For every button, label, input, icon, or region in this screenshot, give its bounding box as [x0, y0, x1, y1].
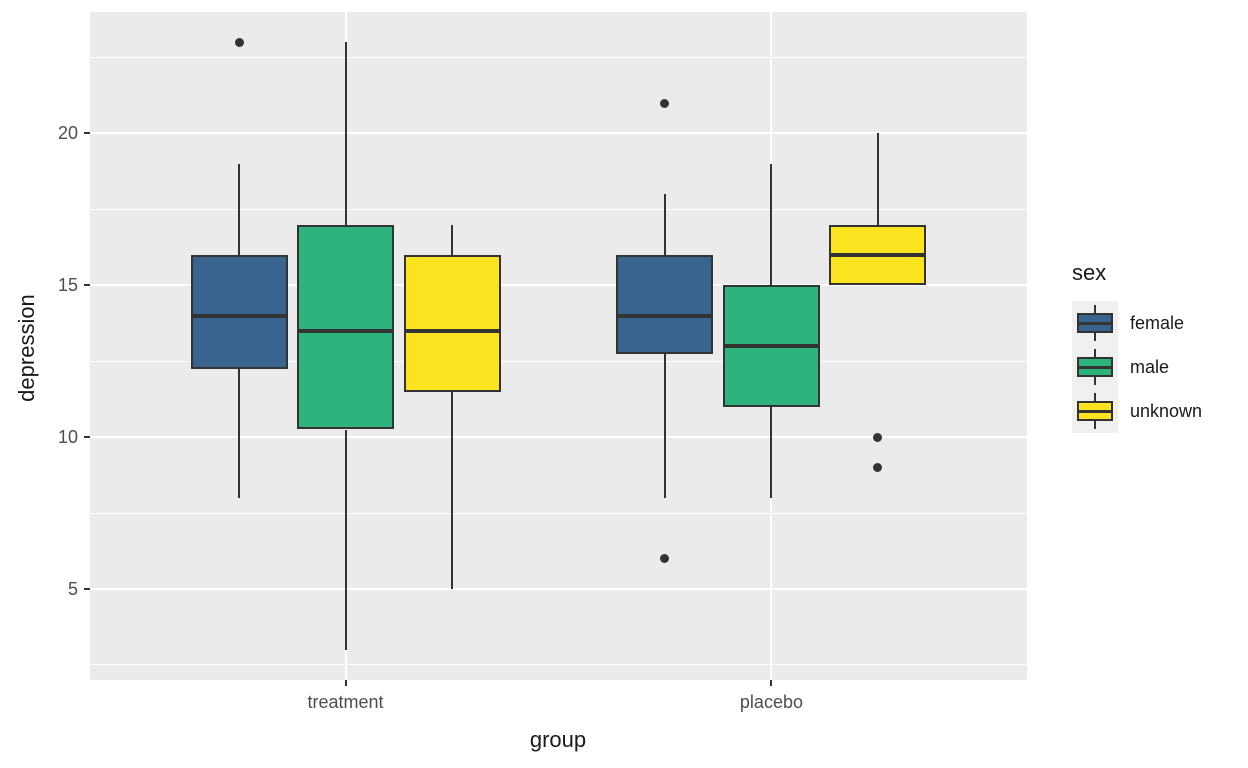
box-placebo-female-median — [616, 313, 714, 318]
plot-panel — [90, 12, 1027, 680]
box-placebo-unknown-outlier-point — [873, 432, 883, 442]
gridline-major — [90, 436, 1027, 439]
box-treatment-male-whisker-upper — [344, 42, 347, 225]
legend-label-unknown: unknown — [1130, 401, 1203, 421]
box-placebo-female-outlier-point — [660, 554, 670, 564]
legend-key-median — [1077, 365, 1113, 369]
legend-label-male: male — [1130, 357, 1170, 377]
box-treatment-female — [190, 254, 288, 369]
legend-key-unknown — [1072, 389, 1118, 433]
legend-key-median — [1077, 321, 1113, 325]
box-treatment-unknown-median — [403, 328, 501, 333]
y-axis-title: depression — [14, 294, 39, 402]
gridline-major — [90, 284, 1027, 287]
gridline-minor — [90, 512, 1027, 514]
box-treatment-male — [297, 224, 395, 430]
box-treatment-male-median — [297, 328, 395, 333]
legend-title: sex — [1072, 260, 1107, 285]
box-treatment-female-median — [190, 313, 288, 318]
box-treatment-unknown-whisker-upper — [451, 224, 454, 255]
x-tick-label: treatment — [307, 692, 384, 712]
box-treatment-female-whisker-upper — [238, 163, 241, 255]
gridline-minor — [90, 57, 1027, 59]
box-placebo-male-whisker-lower — [770, 406, 773, 498]
y-tick-mark — [84, 587, 90, 590]
gridline-major — [90, 587, 1027, 590]
x-tick-mark — [770, 680, 773, 686]
x-tick-mark — [344, 680, 347, 686]
gridline-minor — [90, 208, 1027, 210]
legend-key-median — [1077, 409, 1113, 413]
y-tick-label: 5 — [67, 578, 78, 599]
box-placebo-female-outlier-point — [660, 98, 670, 108]
box-treatment-female-whisker-lower — [238, 368, 241, 498]
y-tick-label: 20 — [57, 123, 78, 144]
x-tick-label: placebo — [739, 692, 803, 712]
box-placebo-male-whisker-upper — [770, 163, 773, 286]
y-tick-mark — [84, 436, 90, 439]
y-tick-label: 10 — [57, 427, 78, 448]
box-placebo-male-median — [722, 344, 820, 348]
box-placebo-female-whisker-lower — [663, 353, 666, 498]
gridline-major — [90, 132, 1027, 135]
legend-key-male — [1072, 345, 1118, 389]
legend-keys — [1072, 301, 1118, 433]
box-placebo-unknown-outlier-point — [873, 462, 883, 472]
y-tick-mark — [84, 284, 90, 287]
box-placebo-female — [616, 254, 714, 354]
y-tick-mark — [84, 132, 90, 135]
box-treatment-unknown — [403, 254, 501, 392]
y-tick-label: 15 — [57, 275, 78, 296]
gridline-minor — [90, 664, 1027, 666]
box-placebo-unknown-whisker-upper — [876, 133, 879, 225]
legend-key-female — [1072, 301, 1118, 345]
gridline-minor — [90, 360, 1027, 362]
box-treatment-unknown-whisker-lower — [451, 391, 454, 589]
legend-label-female: female — [1130, 313, 1185, 333]
box-treatment-male-whisker-lower — [344, 429, 347, 650]
box-treatment-female-outlier-point — [234, 37, 244, 47]
box-placebo-unknown-median — [829, 252, 927, 257]
box-placebo-female-whisker-upper — [663, 194, 666, 255]
x-axis-title: group — [529, 727, 587, 752]
